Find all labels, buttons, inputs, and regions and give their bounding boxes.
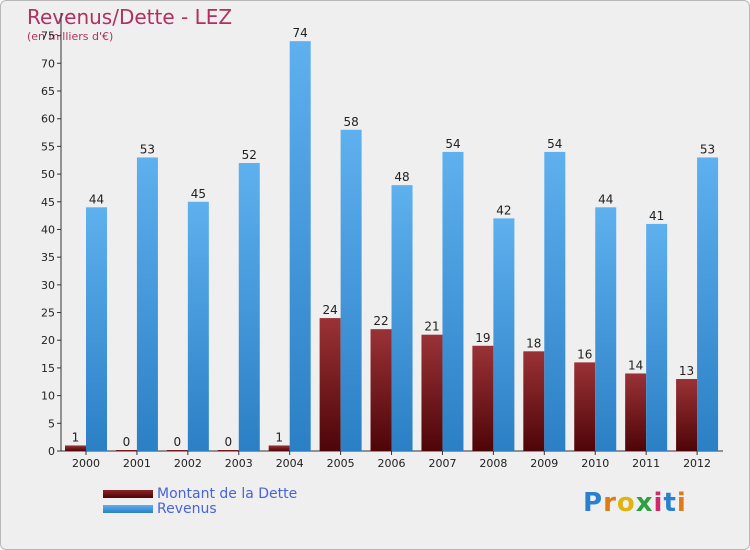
- legend-item-dette: Montant de la Dette: [103, 487, 297, 502]
- bar-revenus: [86, 207, 107, 451]
- y-tick-label: 20: [41, 334, 55, 347]
- x-tick-label: 2011: [632, 457, 660, 470]
- data-label-revenus: 54: [445, 137, 460, 151]
- logo-letter: i: [676, 488, 687, 518]
- x-tick-label: 2002: [174, 457, 202, 470]
- data-label-dette: 0: [224, 435, 232, 449]
- x-tick-label: 2008: [479, 457, 507, 470]
- bar-dette: [65, 445, 86, 451]
- bar-dette: [268, 445, 290, 451]
- y-tick-label: 10: [41, 390, 55, 403]
- logo-letter: x: [635, 488, 654, 518]
- data-label-revenus: 74: [293, 26, 308, 40]
- data-label-dette: 18: [526, 336, 541, 350]
- bar-revenus: [391, 185, 413, 451]
- y-tick-label: 50: [41, 168, 55, 181]
- x-tick-label: 2004: [276, 457, 304, 470]
- bar-dette: [574, 362, 596, 451]
- bar-dette: [421, 334, 443, 451]
- bar-dette: [319, 318, 341, 451]
- data-label-revenus: 58: [343, 115, 358, 129]
- bar-revenus: [238, 163, 260, 451]
- y-tick-label: 40: [41, 223, 55, 236]
- x-tick-label: 2010: [581, 457, 609, 470]
- bar-dette: [625, 373, 647, 451]
- bar-dette: [676, 379, 698, 451]
- x-tick-label: 2009: [530, 457, 558, 470]
- legend-label-revenus: Revenus: [157, 501, 217, 517]
- data-label-dette: 0: [174, 435, 182, 449]
- bar-dette: [115, 450, 137, 451]
- data-label-dette: 14: [628, 358, 643, 372]
- data-label-revenus: 53: [700, 142, 715, 156]
- bar-revenus: [595, 207, 617, 451]
- y-tick-label: 55: [41, 140, 55, 153]
- x-tick-label: 2012: [683, 457, 711, 470]
- bar-dette: [523, 351, 545, 451]
- x-tick-label: 2007: [428, 457, 456, 470]
- legend-swatch-dette: [103, 490, 153, 498]
- bar-revenus: [544, 151, 566, 451]
- legend: Montant de la Dette Revenus: [103, 487, 297, 517]
- data-label-revenus: 42: [496, 203, 511, 217]
- data-label-revenus: 44: [89, 192, 104, 206]
- logo-letter: i: [653, 488, 664, 518]
- data-label-revenus: 54: [547, 137, 562, 151]
- logo-letter: r: [603, 488, 617, 518]
- data-label-revenus: 52: [242, 148, 257, 162]
- x-tick-label: 2000: [72, 457, 100, 470]
- bar-revenus: [187, 201, 209, 451]
- y-tick-label: 65: [41, 85, 55, 98]
- bar-dette: [166, 450, 188, 451]
- bar-dette: [472, 345, 494, 451]
- y-tick-label: 5: [48, 417, 55, 430]
- data-label-dette: 22: [373, 314, 388, 328]
- legend-swatch-revenus: [103, 505, 153, 513]
- bar-revenus: [289, 41, 311, 452]
- logo-letter: o: [616, 488, 636, 518]
- data-label-revenus: 48: [394, 170, 409, 184]
- y-tick-label: 45: [41, 196, 55, 209]
- y-tick-label: 70: [41, 57, 55, 70]
- bar-dette: [217, 450, 239, 451]
- data-label-revenus: 45: [191, 187, 206, 201]
- bar-revenus: [442, 151, 464, 451]
- legend-item-revenus: Revenus: [103, 502, 297, 517]
- data-label-dette: 1: [72, 430, 80, 444]
- y-tick-label: 35: [41, 251, 55, 264]
- x-tick-label: 2005: [327, 457, 355, 470]
- chart-subtitle: (en milliers d'€): [27, 30, 114, 43]
- data-label-dette: 0: [123, 435, 131, 449]
- y-tick-label: 30: [41, 279, 55, 292]
- data-label-revenus: 41: [649, 209, 664, 223]
- y-tick-label: 0: [48, 445, 55, 458]
- bar-revenus: [646, 223, 668, 451]
- x-tick-label: 2003: [225, 457, 253, 470]
- data-label-dette: 1: [275, 430, 283, 444]
- y-tick-label: 75: [41, 30, 55, 43]
- bar-revenus: [340, 129, 362, 451]
- bar-revenus: [136, 157, 158, 451]
- logo-letter: P: [583, 488, 604, 518]
- proxiti-logo: Proxiti: [583, 488, 687, 518]
- data-label-dette: 13: [679, 364, 694, 378]
- bar-dette: [370, 329, 392, 451]
- data-label-dette: 19: [475, 331, 490, 345]
- data-label-dette: 16: [577, 347, 592, 361]
- bar-revenus: [493, 218, 515, 451]
- y-tick-label: 15: [41, 362, 55, 375]
- data-label-revenus: 53: [140, 142, 155, 156]
- bar-revenus: [697, 157, 719, 451]
- data-label-dette: 21: [424, 320, 439, 334]
- data-label-revenus: 44: [598, 192, 613, 206]
- y-tick-label: 25: [41, 307, 55, 320]
- legend-label-dette: Montant de la Dette: [157, 486, 298, 502]
- x-tick-label: 2001: [123, 457, 151, 470]
- y-tick-label: 60: [41, 113, 55, 126]
- x-tick-label: 2006: [378, 457, 406, 470]
- data-label-dette: 24: [322, 303, 337, 317]
- logo-letter: t: [663, 488, 677, 518]
